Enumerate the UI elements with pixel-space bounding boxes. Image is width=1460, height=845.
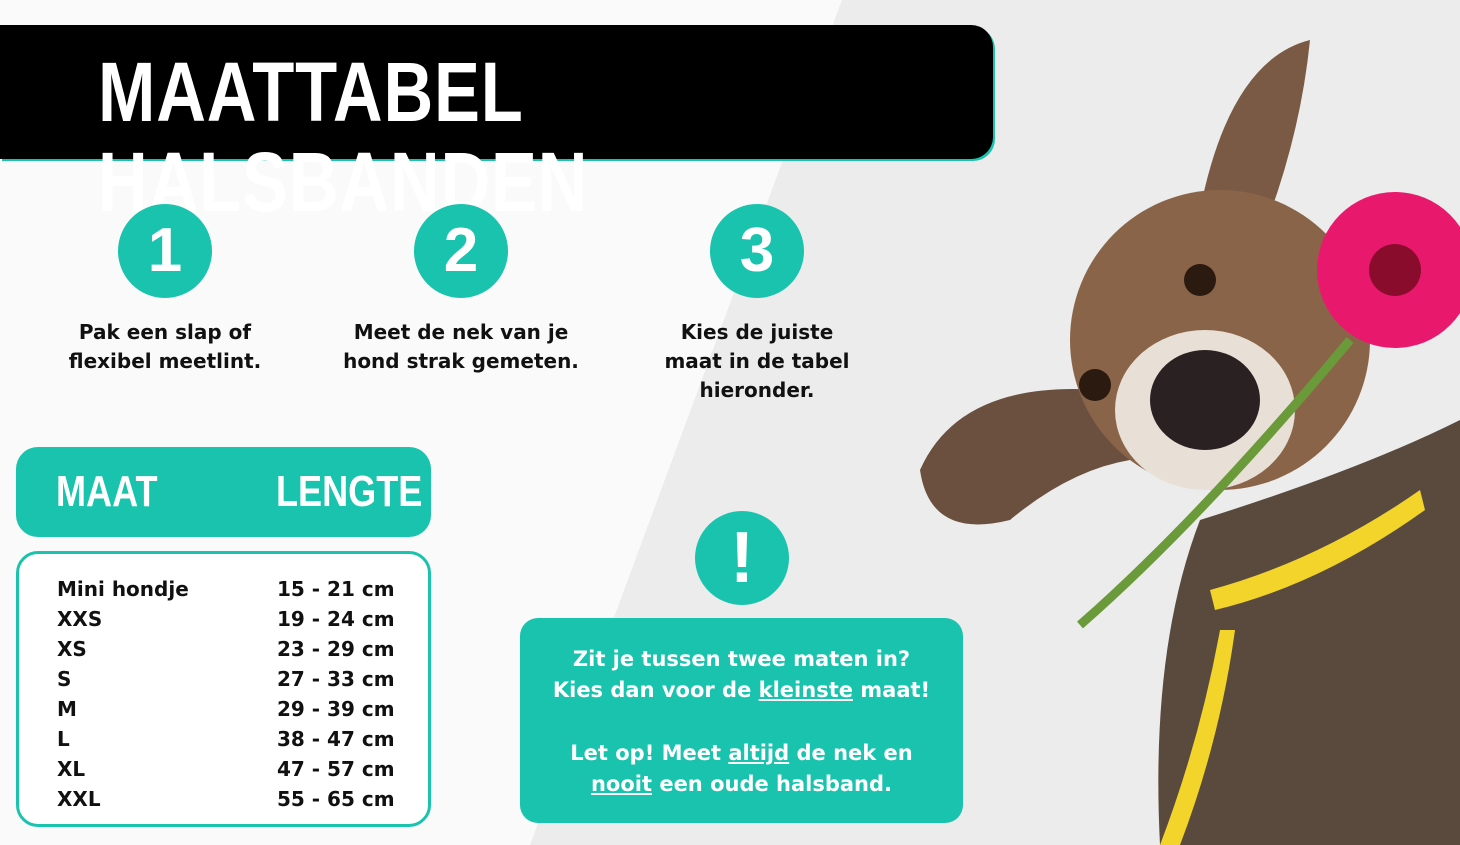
warning-line-2: Kies dan voor de kleinste maat! (552, 678, 931, 702)
flower-stem (1077, 337, 1354, 629)
step-1-text: Pak een slap of flexibel meetlint. (68, 320, 262, 373)
table-header: MAAT LENGTE (16, 447, 431, 537)
size-cell: Mini hondje (57, 577, 189, 601)
header-size: MAAT (56, 467, 158, 516)
dog-body (920, 40, 1460, 845)
step-number-1: 1 (118, 204, 212, 298)
table-row: XL 47 - 57 cm (19, 754, 428, 784)
step-3-text: Kies de juiste maat in de tabel hieronder. (664, 320, 850, 402)
step-2-text: Meet de nek van je hond strak gemeten. (343, 320, 579, 373)
length-cell: 38 - 47 cm (277, 727, 395, 751)
measuring-tape (1160, 490, 1425, 845)
length-cell: 15 - 21 cm (277, 577, 395, 601)
step-3: 3 Kies de juiste maat in de tabel hieronde… (607, 204, 907, 405)
warning-note: Zit je tussen twee maten in? Kies dan vo… (520, 618, 963, 823)
warning-line-1: Zit je tussen twee maten in? (572, 647, 911, 671)
title-banner: MAATTABEL HALSBANDEN (0, 25, 993, 227)
table-row: S 27 - 33 cm (19, 664, 428, 694)
length-cell: 19 - 24 cm (277, 607, 395, 631)
step-2: 2 Meet de nek van je hond strak gemeten. (311, 204, 611, 376)
exclamation-icon: ! (695, 511, 789, 605)
table-row: XS 23 - 29 cm (19, 634, 428, 664)
size-cell: S (57, 667, 72, 691)
length-cell: 29 - 39 cm (277, 697, 395, 721)
dog-photo (920, 40, 1460, 845)
step-1: 1 Pak een slap of flexibel meetlint. (15, 204, 315, 376)
length-cell: 23 - 29 cm (277, 637, 395, 661)
size-cell: XXL (57, 787, 101, 811)
size-cell: M (57, 697, 77, 721)
step-number-2: 2 (414, 204, 508, 298)
page-title: MAATTABEL HALSBANDEN (98, 45, 589, 229)
size-cell: XXS (57, 607, 103, 631)
size-cell: XL (57, 757, 86, 781)
warning-line-4: nooit een oude halsband. (590, 772, 893, 796)
step-number-3: 3 (710, 204, 804, 298)
table-row: XXL 55 - 65 cm (19, 784, 428, 814)
warning-line-3: Let op! Meet altijd de nek en (570, 741, 913, 765)
length-cell: 55 - 65 cm (277, 787, 395, 811)
header-length: LENGTE (276, 467, 423, 516)
length-cell: 27 - 33 cm (277, 667, 395, 691)
table-row: XXS 19 - 24 cm (19, 604, 428, 634)
flower (1317, 192, 1460, 348)
size-table: Mini hondje 15 - 21 cm XXS 19 - 24 cm XS 23 -… (16, 551, 431, 827)
size-cell: L (57, 727, 70, 751)
table-row: L 38 - 47 cm (19, 724, 428, 754)
size-cell: XS (57, 637, 87, 661)
table-row: M 29 - 39 cm (19, 694, 428, 724)
table-row: Mini hondje 15 - 21 cm (19, 574, 428, 604)
length-cell: 47 - 57 cm (277, 757, 395, 781)
